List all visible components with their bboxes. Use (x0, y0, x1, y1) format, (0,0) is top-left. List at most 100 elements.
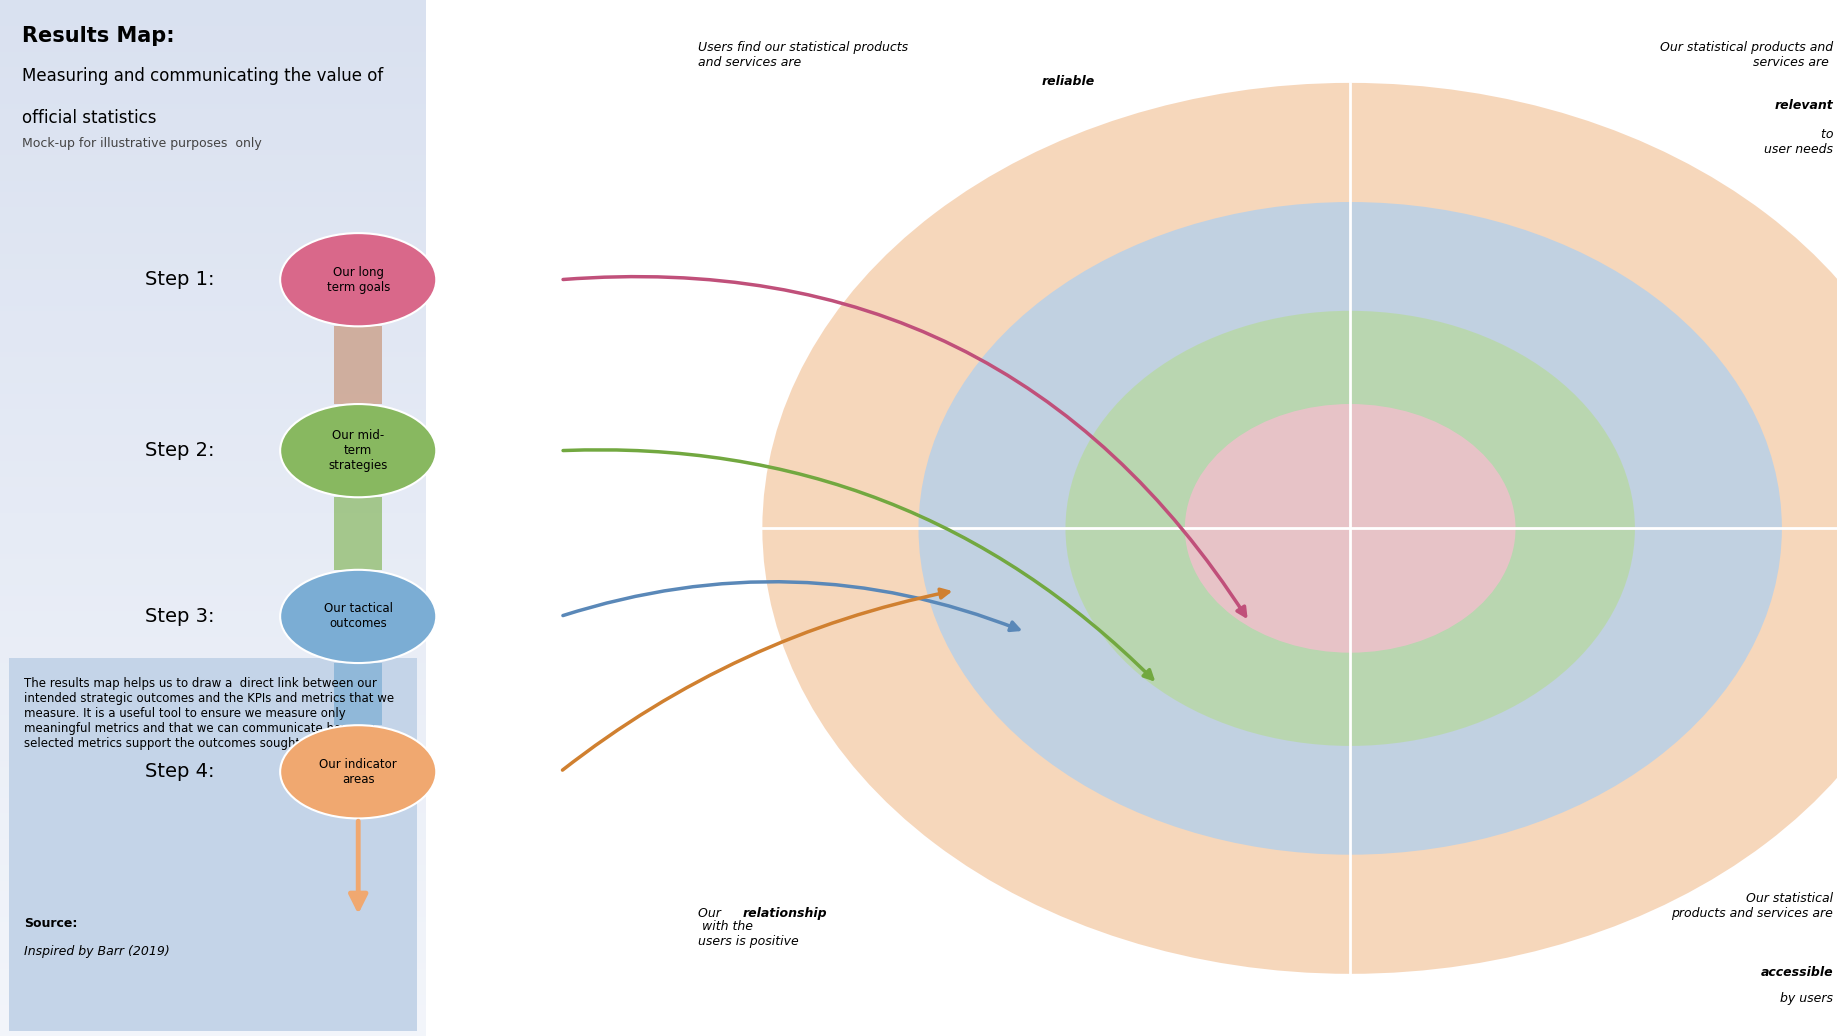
Bar (0, 461, 426, 466)
Bar (0, 342, 426, 347)
Bar (0, 337, 426, 342)
Bar (0, 803, 426, 808)
Bar (0, 585, 426, 591)
Bar (0, 658, 426, 663)
Bar (0, 901, 426, 906)
Bar (0, 181, 426, 186)
Bar (0, 321, 426, 326)
Bar (0, 197, 426, 202)
Bar (0, 363, 426, 368)
Bar (0, 518, 426, 523)
Bar (0, 135, 426, 140)
Bar (0, 254, 426, 259)
Bar (0, 813, 426, 818)
FancyArrowPatch shape (562, 581, 1020, 630)
Text: Inspired by Barr (2019): Inspired by Barr (2019) (24, 945, 169, 958)
Bar (0, 580, 426, 585)
Bar (0, 150, 426, 155)
Bar (9, 658, 417, 1031)
Text: Results Map:: Results Map: (22, 26, 175, 46)
FancyArrowPatch shape (562, 589, 948, 770)
Bar (0, 83, 426, 88)
Bar (0, 52, 426, 57)
Bar (0, 818, 426, 824)
Bar (0, 394, 426, 399)
Bar (0, 161, 426, 166)
Bar (0, 285, 426, 290)
Bar (0, 844, 426, 850)
Bar (0, 88, 426, 93)
Text: Measuring and communicating the value of: Measuring and communicating the value of (22, 67, 384, 85)
Bar (0, 958, 426, 963)
Bar (0, 891, 426, 896)
Text: Users find our statistical products
and services are: Users find our statistical products and … (698, 41, 907, 69)
Text: relevant: relevant (1775, 99, 1833, 113)
Bar (0, 269, 426, 275)
Bar (0, 938, 426, 943)
Bar (0, 228, 426, 233)
Bar (0, 761, 426, 767)
Text: Our mid-
term
strategies: Our mid- term strategies (329, 429, 388, 472)
Bar (0, 238, 426, 243)
Bar (0, 5, 426, 10)
Bar (0, 290, 426, 295)
Bar (0, 207, 426, 212)
Bar (0, 622, 426, 627)
Bar (0, 824, 426, 829)
Bar (0, 989, 426, 995)
Bar (0, 715, 426, 720)
Bar (0, 109, 426, 114)
Bar (0, 663, 426, 668)
Bar (0, 855, 426, 860)
Bar (0, 280, 426, 285)
Ellipse shape (281, 570, 437, 663)
Bar (0, 192, 426, 197)
Bar (0, 383, 426, 388)
Bar (0, 969, 426, 974)
Ellipse shape (281, 233, 437, 326)
Bar (0, 927, 426, 932)
Bar (0, 1010, 426, 1015)
Bar (0, 119, 426, 124)
Bar (0, 875, 426, 881)
Bar (0, 171, 426, 176)
Bar (0, 793, 426, 798)
Bar (0, 295, 426, 300)
Bar (0, 570, 426, 575)
Bar (0, 368, 426, 373)
Bar (0, 124, 426, 130)
Bar (0, 202, 426, 207)
Bar (0, 798, 426, 803)
Bar (0, 653, 426, 658)
Bar (0, 611, 426, 616)
Bar (0, 508, 426, 513)
Bar (0, 114, 426, 119)
Bar (0, 316, 426, 321)
Bar (0, 787, 426, 793)
Bar (0, 627, 426, 632)
Bar (0, 513, 426, 518)
Bar (334, 326, 382, 404)
Bar (0, 378, 426, 383)
Bar (0, 259, 426, 264)
Bar (0, 912, 426, 917)
Bar (0, 1005, 426, 1010)
Bar (0, 1000, 426, 1005)
Text: by users: by users (1776, 991, 1833, 1005)
Bar (0, 409, 426, 414)
Bar (0, 596, 426, 601)
Bar (0, 616, 426, 622)
Bar (0, 995, 426, 1000)
Text: Mock-up for illustrative purposes  only: Mock-up for illustrative purposes only (22, 137, 263, 150)
Bar (0, 767, 426, 772)
Bar (0, 300, 426, 306)
Bar (0, 47, 426, 52)
Bar (0, 777, 426, 782)
Bar (0, 725, 426, 730)
Bar (0, 710, 426, 715)
Text: Step 1:: Step 1: (145, 270, 215, 289)
Bar (0, 404, 426, 409)
Bar (0, 36, 426, 41)
Bar (0, 130, 426, 135)
Text: Step 3:: Step 3: (145, 607, 215, 626)
